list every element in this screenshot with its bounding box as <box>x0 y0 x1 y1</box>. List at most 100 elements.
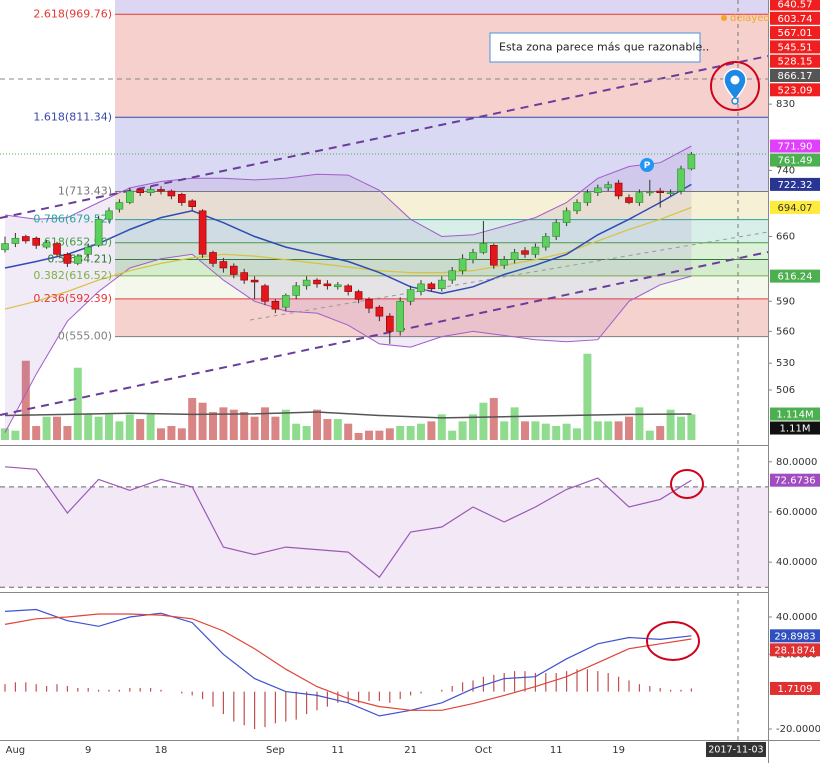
badge-label: 29.8983 <box>774 631 815 642</box>
date-badge <box>706 742 766 757</box>
volume-bar <box>105 414 113 440</box>
candle-body <box>188 200 196 207</box>
x-tick-label: 11 <box>550 745 563 756</box>
candle-body <box>261 285 269 302</box>
axis-badge: 29.8983 <box>770 629 820 643</box>
x-tick-label: Aug <box>6 745 26 756</box>
highlight-circle <box>646 621 700 661</box>
candle-body <box>94 218 103 246</box>
candle-body <box>469 252 477 261</box>
fib-label: 0.618(652.90) <box>33 236 112 249</box>
volume-bar <box>625 416 633 440</box>
candle-body <box>1 243 9 251</box>
axis-badge: 640.57 <box>770 0 820 11</box>
x-tick-label: 21 <box>404 745 417 756</box>
axis-badge: 545.51 <box>770 40 820 54</box>
badge-label: 1.11M <box>780 424 811 435</box>
axis-badge: 722.32 <box>770 177 820 191</box>
axis-badge: 761.49 <box>770 153 820 167</box>
volume-bar <box>157 428 165 440</box>
candle-body <box>521 250 529 255</box>
badge-label: 616.24 <box>778 272 813 283</box>
series: 2.618(969.76) 1.618(811.34) 1(713.43) 0.786… <box>1 7 696 717</box>
bollinger-middle <box>4 183 692 295</box>
volume-bar <box>73 367 82 440</box>
badge-label: 640.57 <box>778 0 813 11</box>
status-dot <box>721 15 727 21</box>
fib-label: 2.618(969.76) <box>33 7 112 20</box>
volume-bar <box>500 421 509 440</box>
volume-bar <box>593 421 602 440</box>
candle-body <box>375 306 384 317</box>
candle-body <box>666 192 675 195</box>
volume-bar <box>94 416 103 440</box>
volume-bar <box>365 430 373 440</box>
volume-bar <box>146 414 155 440</box>
y-tick-label: 830 <box>776 99 795 110</box>
volume-bar <box>417 423 425 440</box>
y-tick-label: 506 <box>776 385 795 396</box>
badge-bg <box>770 421 820 435</box>
candle-body <box>32 237 41 246</box>
axis-badge: 616.24 <box>770 269 820 283</box>
axis-badge: 523.09 <box>770 83 820 97</box>
date-badge-label: 2017-11-03 <box>708 745 763 756</box>
band-fill <box>0 486 768 588</box>
candle-body <box>645 191 654 194</box>
candle-body <box>458 258 467 272</box>
candle-body <box>354 291 363 300</box>
candle-body <box>136 189 144 194</box>
candle-body <box>479 243 488 253</box>
candle-body <box>552 222 561 237</box>
volume-bar <box>125 414 134 440</box>
candle-body <box>271 300 280 310</box>
candle-body <box>219 261 228 269</box>
indicator-line <box>4 466 692 579</box>
y-tick-label: 40.0000 <box>776 612 817 623</box>
badge-label: 545.51 <box>778 42 813 53</box>
candle-body <box>126 190 134 203</box>
candle-body <box>178 194 186 203</box>
badge-bg <box>770 473 820 487</box>
badge-bg <box>770 83 820 97</box>
candle-body <box>157 189 165 192</box>
candle-body <box>396 300 405 332</box>
candle-body <box>250 279 259 283</box>
candle-body <box>385 315 394 332</box>
x-tick-label: 18 <box>155 745 168 756</box>
volume-bar <box>21 360 30 440</box>
badge-label: 694.07 <box>778 203 813 214</box>
volume-ma <box>4 411 692 419</box>
y-tick-label: -20.0000 <box>776 724 820 735</box>
badge-label: 1.114M <box>776 410 813 421</box>
candle-body <box>614 182 623 197</box>
volume-bar <box>292 423 301 440</box>
badge-label: 603.74 <box>778 14 813 25</box>
badge-label: 1.7109 <box>778 684 813 695</box>
volume-bar <box>448 430 457 440</box>
candle-body <box>21 236 30 242</box>
volume-bar <box>645 430 654 440</box>
volume-bar <box>479 402 488 440</box>
volume-bar <box>84 414 93 440</box>
badge-label: 567.01 <box>778 28 813 39</box>
candle-body <box>510 252 519 261</box>
y-tick-label: 60.0000 <box>776 507 817 518</box>
badge-bg <box>770 139 820 153</box>
volume-bar <box>271 416 280 440</box>
fib-zone <box>115 242 768 260</box>
badge-bg <box>770 40 820 54</box>
axis-badge: 694.07 <box>770 200 820 214</box>
y-tick-label: 530 <box>776 358 795 369</box>
volume-bar <box>604 421 613 440</box>
candle-body <box>500 259 509 266</box>
x-tick-label: Sep <box>266 745 285 756</box>
annotation-text: Esta zona parece más que razonable.. <box>499 41 709 54</box>
volume-bar <box>136 419 145 440</box>
axis-badge: 771.90 <box>770 139 820 153</box>
volume-bar <box>53 416 61 440</box>
candle-body <box>240 272 248 281</box>
marker-label: P <box>644 161 651 171</box>
fib-zone <box>115 298 768 337</box>
